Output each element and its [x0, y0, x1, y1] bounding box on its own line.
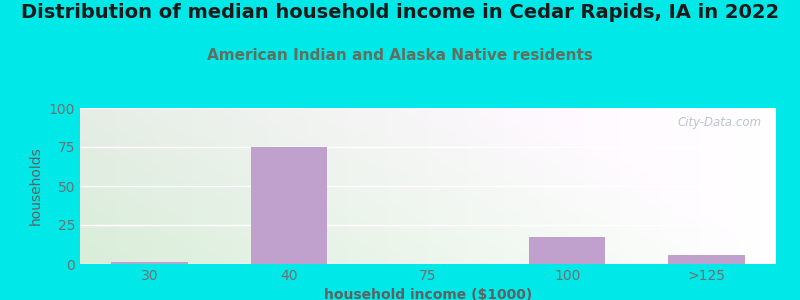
Y-axis label: households: households: [30, 147, 43, 225]
Bar: [668, 255, 745, 264]
Bar: [250, 147, 327, 264]
Text: Distribution of median household income in Cedar Rapids, IA in 2022: Distribution of median household income …: [21, 3, 779, 22]
Bar: [529, 238, 606, 264]
Text: City-Data.com: City-Data.com: [678, 116, 762, 129]
Bar: [111, 262, 188, 264]
Text: American Indian and Alaska Native residents: American Indian and Alaska Native reside…: [207, 48, 593, 63]
X-axis label: household income ($1000): household income ($1000): [324, 288, 532, 300]
